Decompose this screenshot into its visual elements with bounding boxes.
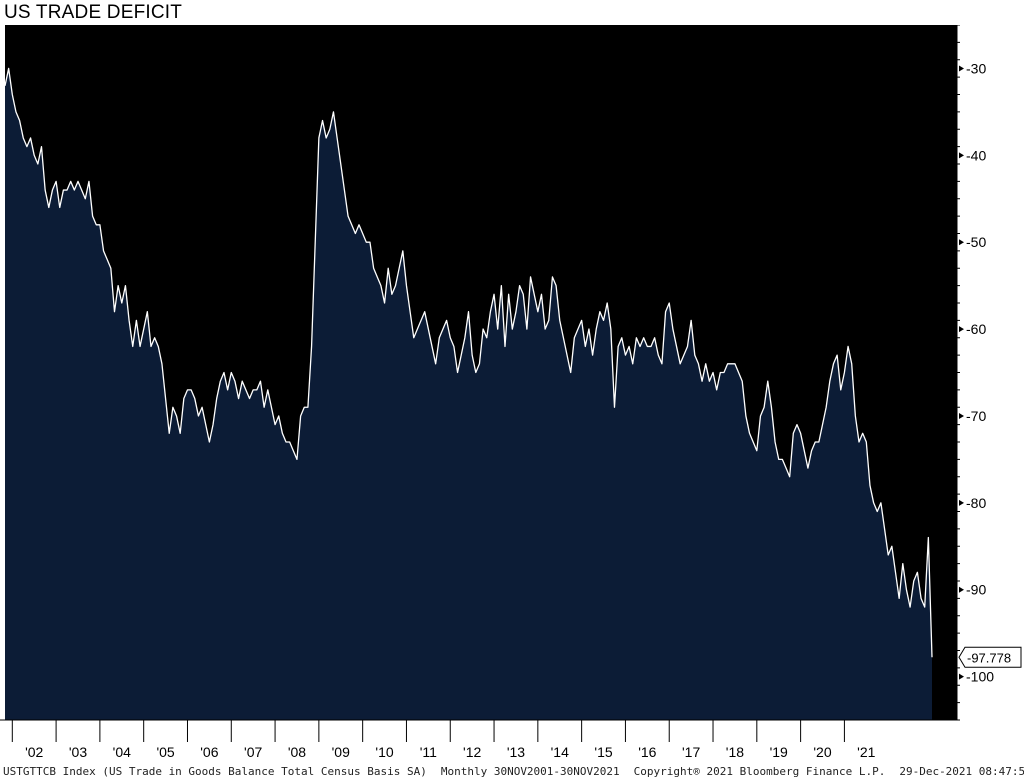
y-tick-marker [959,239,964,246]
y-tick-label: -100 [966,669,994,685]
chart-area: -30 -40 -50 -60 -70 -80 -90 -100 '02 '03 '04 '05 '0… [0,24,1024,765]
x-tick-label: '16 [638,744,656,760]
y-tick-marker [959,326,964,333]
y-tick-marker [959,152,964,159]
y-tick-marker [959,499,964,506]
date-range: Monthly 30NOV2001-30NOV2021 [440,765,620,778]
last-value-label: -97.778 [967,650,1011,665]
x-tick-label: '02 [25,744,43,760]
x-tick-label: '14 [551,744,569,760]
y-tick-label: -60 [966,321,986,337]
x-tick-label: '06 [200,744,218,760]
x-tick-label: '07 [244,744,262,760]
chart-title: US TRADE DEFICIT [4,2,183,23]
timestamp: 29-Dec-2021 08:47:50 [899,765,1024,778]
last-value-box [958,646,1022,668]
x-tick-label: '15 [594,744,612,760]
x-tick-label: '11 [420,744,437,760]
x-tick-label: '03 [69,744,87,760]
y-tick-marker [959,412,964,419]
x-tick-label: '17 [682,744,700,760]
x-tick-label: '05 [156,744,174,760]
x-tick-label: '13 [507,744,525,760]
chart-footer: USTGTTCB Index (US Trade in Goods Balanc… [3,765,1024,782]
y-tick-label: -70 [966,408,986,424]
y-tick-label: -90 [966,582,986,598]
area-chart: -30 -40 -50 -60 -70 -80 -90 -100 '02 '03 '04 '05 '0… [0,24,1022,760]
y-tick-marker [959,673,964,680]
x-tick-label: '08 [288,744,306,760]
y-tick-marker [959,586,964,593]
series-description: USTGTTCB Index (US Trade in Goods Balanc… [3,765,427,778]
x-tick-label: '12 [463,744,481,760]
series-area [5,68,932,720]
y-tick-label: -30 [966,60,986,76]
x-tick-label: '18 [726,744,744,760]
x-tick-label: '21 [857,744,875,760]
y-tick-label: -80 [966,495,986,511]
x-tick-label: '04 [113,744,131,760]
y-tick-marker [959,65,964,72]
x-tick-label: '10 [375,744,393,760]
x-tick-label: '19 [770,744,788,760]
x-tick-label: '09 [332,744,350,760]
series-line [4,67,933,658]
x-tick-label: '20 [813,744,831,760]
copyright-text: Copyright® 2021 Bloomberg Finance L.P. [633,765,886,778]
y-tick-label: -40 [966,147,986,163]
y-tick-label: -50 [966,234,986,250]
